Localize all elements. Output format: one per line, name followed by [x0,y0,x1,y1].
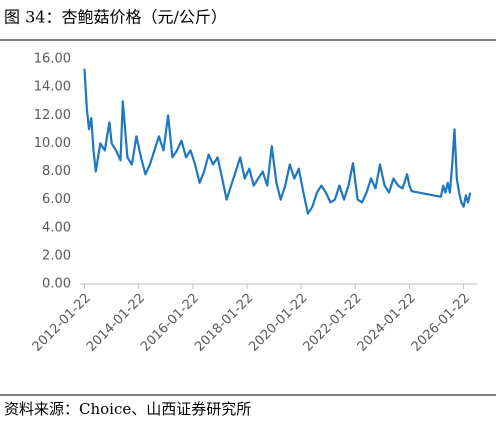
x-tick-label: 2026-01-22 [409,291,473,355]
price-line [83,68,472,215]
y-tick-label: 0.00 [42,277,71,292]
y-tick-label: 12.00 [34,108,71,123]
y-tick-label: 8.00 [42,164,71,179]
y-tick-label: 6.00 [42,192,71,207]
y-tick-label: 10.00 [34,136,71,151]
source: 资料来源：Choice、山西证券研究所 [4,400,251,418]
chart-title: 图 34：杏鲍菇价格（元/公斤） [4,8,227,27]
y-tick-label: 2.00 [42,248,71,263]
y-tick-label: 16.00 [34,52,71,67]
y-tick-label: 14.00 [34,80,71,95]
y-tick-label: 4.00 [42,220,71,235]
